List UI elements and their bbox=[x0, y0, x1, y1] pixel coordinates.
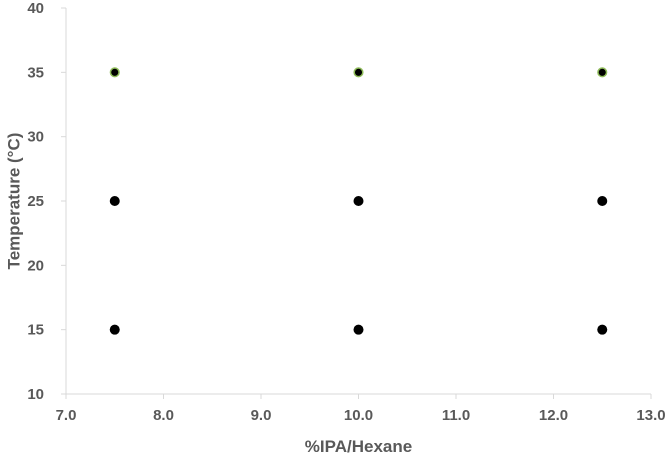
data-point bbox=[109, 324, 120, 335]
x-tick-label: 7.0 bbox=[56, 407, 77, 424]
data-point bbox=[597, 196, 608, 206]
y-tick-label: 10 bbox=[27, 386, 44, 403]
x-tick-label: 11.0 bbox=[442, 407, 470, 424]
y-tick-label: 40 bbox=[27, 0, 44, 17]
y-tick-label: 30 bbox=[27, 129, 44, 146]
y-tick-label: 20 bbox=[27, 257, 44, 274]
x-tick-label: 9.0 bbox=[251, 407, 272, 424]
data-point bbox=[597, 324, 608, 335]
y-axis-title: Temperature (°C) bbox=[4, 133, 23, 270]
x-tick-label: 13.0 bbox=[636, 407, 665, 424]
y-tick-label: 35 bbox=[27, 64, 44, 81]
data-point bbox=[353, 196, 364, 206]
y-tick-label: 25 bbox=[27, 193, 44, 210]
y-tick-label: 15 bbox=[27, 322, 44, 339]
x-tick-label: 12.0 bbox=[539, 407, 568, 424]
x-axis-title: %IPA/Hexane bbox=[305, 437, 412, 456]
x-tick-label: 8.0 bbox=[153, 407, 174, 424]
data-point bbox=[353, 324, 364, 335]
data-point bbox=[109, 196, 120, 206]
x-tick-label: 10.0 bbox=[344, 407, 373, 424]
data-point bbox=[597, 67, 608, 78]
data-point bbox=[109, 67, 120, 78]
data-point bbox=[353, 67, 364, 78]
